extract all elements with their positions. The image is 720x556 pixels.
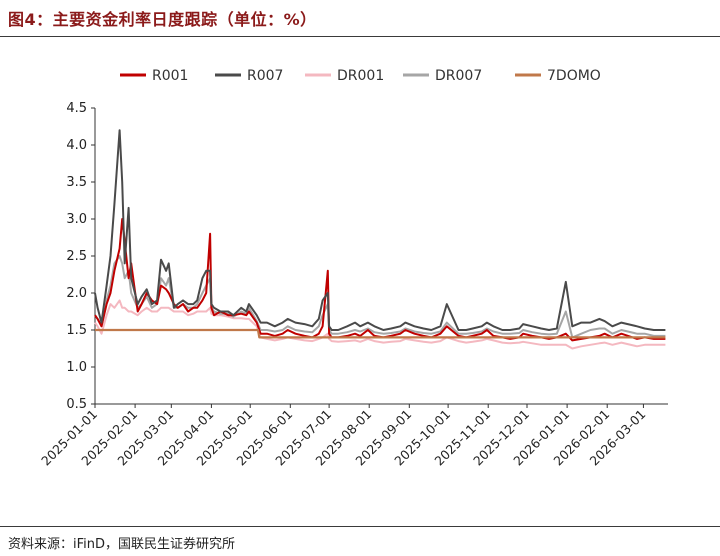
y-tick-label: 2.0 [66, 286, 87, 301]
legend-label-r007: R007 [247, 68, 283, 84]
legend-label-dr001: DR001 [337, 68, 384, 84]
y-tick-label: 3.0 [66, 212, 87, 227]
y-axis: 0.5 1.0 1.5 2.0 2.5 3.0 3.5 4.0 4.5 [66, 101, 96, 412]
y-tick-label: 4.5 [66, 101, 87, 116]
source-note: 资料来源：iFinD，国联民生证券研究所 [8, 537, 236, 552]
y-tick-label: 1.0 [66, 360, 87, 375]
line-chart: R001 R007 DR001 DR007 7DOMO 0.5 1.0 1.5 2.0 2.5 3… [38, 68, 668, 468]
series-lines [94, 129, 666, 350]
legend-label-7domo: 7DOMO [547, 68, 601, 84]
x-axis: 2025-01-012025-02-012025-03-012025-04-01… [38, 403, 668, 468]
y-tick-label: 4.0 [66, 138, 87, 153]
y-tick-label: 0.5 [66, 397, 87, 412]
series-line-dr001 [94, 299, 666, 350]
series-line-7domo [95, 328, 666, 339]
y-tick-label: 3.5 [66, 175, 87, 190]
figure-title: 图4：主要资金利率日度跟踪（单位：%） [8, 10, 317, 29]
figure-title-bar: 图4：主要资金利率日度跟踪（单位：%） [0, 0, 720, 37]
legend-label-dr007: DR007 [435, 68, 482, 84]
series-line-r001 [94, 218, 666, 342]
y-tick-label: 1.5 [66, 323, 87, 338]
source-divider [0, 526, 720, 527]
chart-legend: R001 R007 DR001 DR007 7DOMO [120, 68, 601, 84]
series-line-r007 [94, 129, 666, 331]
legend-label-r001: R001 [152, 68, 188, 84]
y-tick-label: 2.5 [66, 249, 87, 264]
series-line-dr007 [94, 255, 666, 339]
